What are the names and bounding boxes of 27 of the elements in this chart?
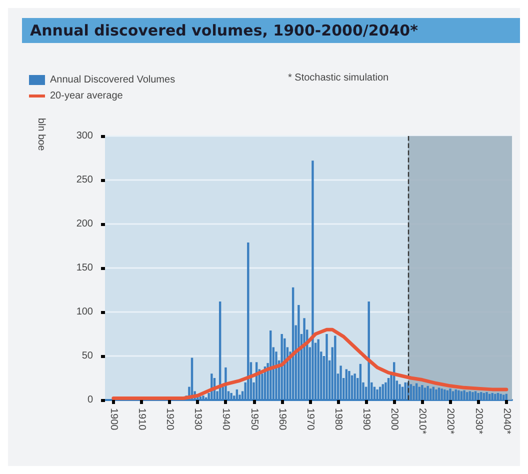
text: * Stochastic simulation <box>288 72 389 84</box>
y-tick-label: 150 <box>76 262 94 274</box>
x-tick-label: 2000 <box>388 408 400 431</box>
y-axis-title: bln boe <box>36 118 46 152</box>
x-tick-label: 1900 <box>108 408 119 431</box>
x-tick-label: 2030* <box>472 408 484 434</box>
x-tick-label: 1980 <box>332 408 344 431</box>
y-tick-label: 0 <box>87 394 94 406</box>
y-tick-label: 100 <box>76 306 94 318</box>
x-tick-label: 2040* <box>500 408 512 434</box>
chart-title: Annual discovered volumes, 1900-2000/2040* <box>30 22 418 40</box>
legend-label: Annual Discovered Volumes <box>50 74 176 86</box>
x-tick-label: 1960 <box>276 408 288 431</box>
legend-label: 20-year average <box>50 90 124 102</box>
x-tick-label: 1990 <box>360 408 372 431</box>
x-tick-label: 1930 <box>192 408 204 431</box>
x-tick-label: 1910 <box>136 408 147 431</box>
x-tick-label: 2020* <box>444 408 456 434</box>
y-tick-label: 250 <box>76 174 94 186</box>
x-tick-label: 1950 <box>248 408 260 431</box>
y-tick-label: 300 <box>76 130 94 142</box>
x-tick-label: 1920 <box>164 408 176 431</box>
x-tick-label: 1970 <box>304 408 316 431</box>
y-tick-label: 50 <box>82 350 94 362</box>
y-tick-label: 200 <box>76 218 94 230</box>
x-tick-label: 2010* <box>416 408 428 434</box>
x-tick-label: 1940 <box>220 408 232 431</box>
